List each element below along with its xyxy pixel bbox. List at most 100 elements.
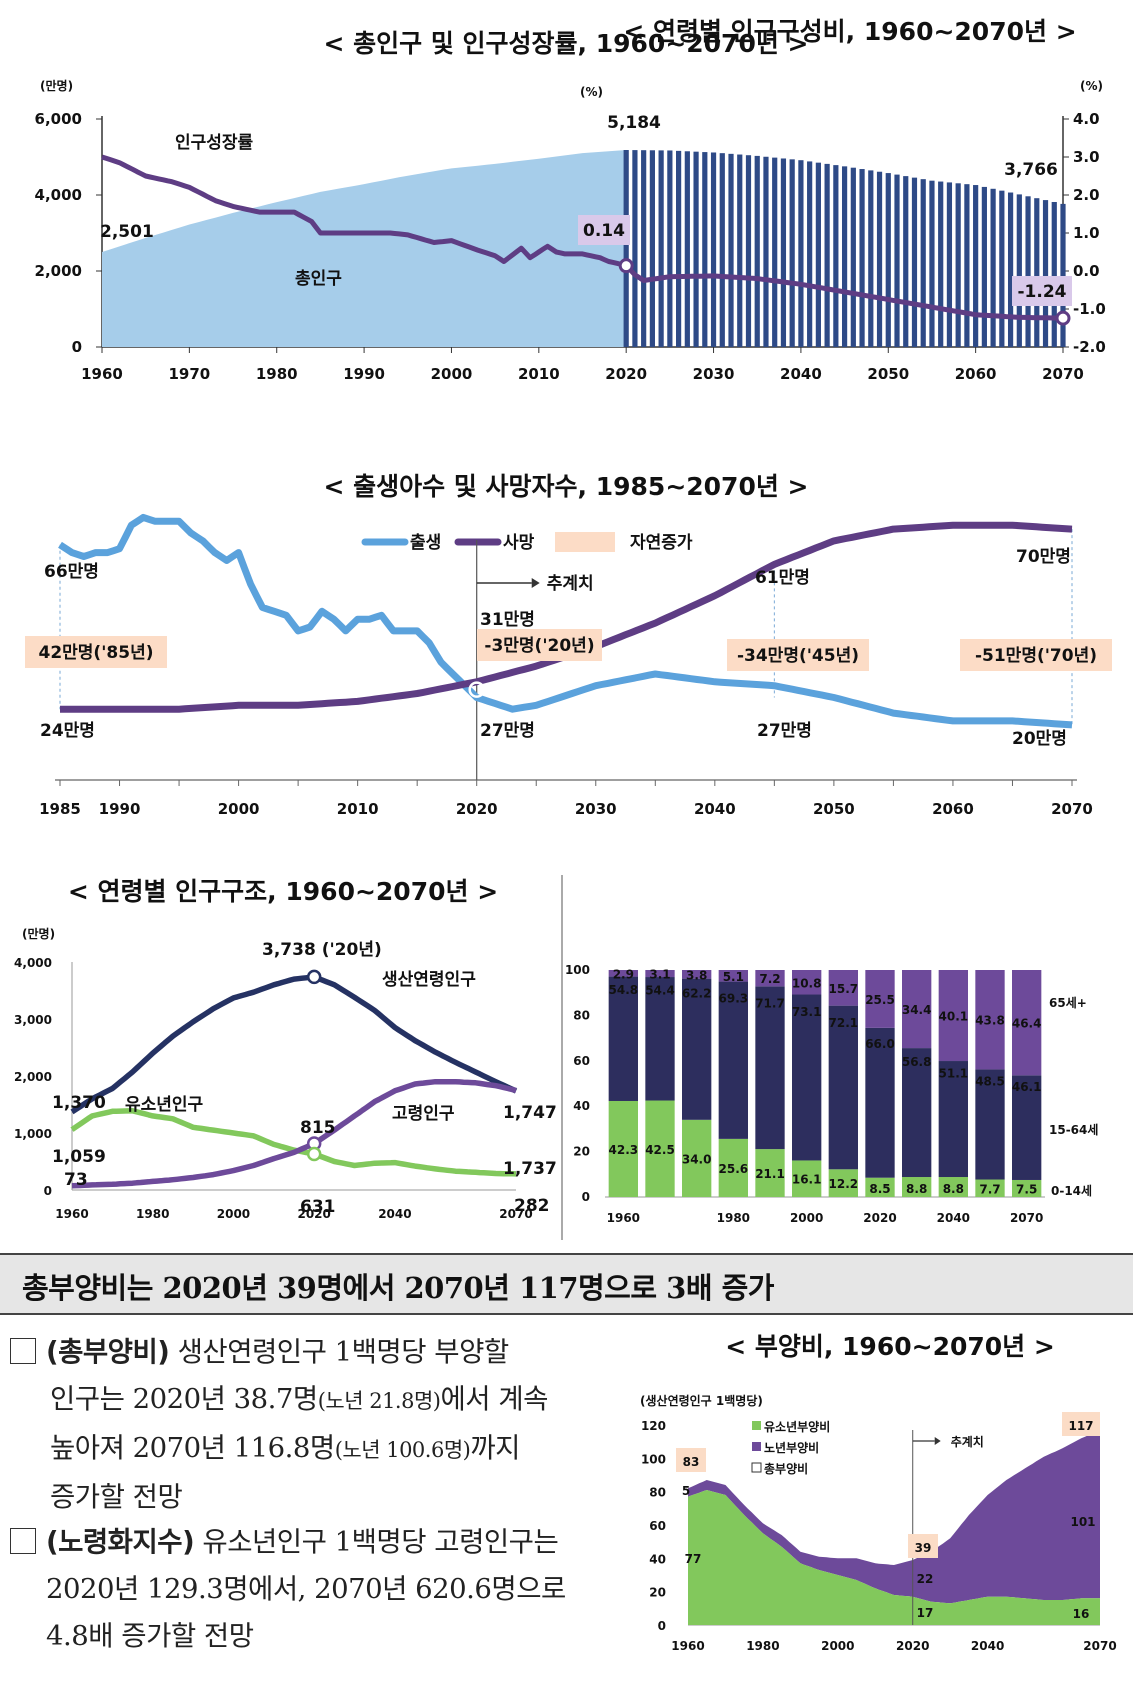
para1-line2-note: (노년 21.8명): [317, 1389, 441, 1413]
legend-old: 노년부양비: [764, 1440, 819, 1455]
population-bar-2070: [1060, 203, 1066, 347]
bar-seg-0-11: [1012, 1179, 1042, 1197]
label-o-2070: 1,747: [503, 1103, 557, 1123]
summary-banner: 총부양비는 2020년 39명에서 2070년 117명으로 3배 증가: [0, 1253, 1133, 1315]
label-total-1960: 83: [683, 1455, 700, 1469]
label-o-1960: 73: [64, 1170, 88, 1190]
population-bar-2067: [1034, 198, 1040, 347]
bar-seg-2-9: [938, 970, 968, 1062]
label-young-6: 12.2: [829, 1177, 859, 1191]
legend-65plus: 65세+: [1049, 995, 1087, 1010]
bar-seg-2-6: [828, 970, 858, 1006]
y-tick-label: 120: [641, 1419, 666, 1433]
bar-seg-1-4: [755, 986, 785, 1150]
right-tick-label: -1.0: [1073, 300, 1106, 318]
label-old-0: 2.9: [613, 967, 634, 981]
bar-seg-2-1: [645, 970, 675, 978]
x-tick-label: 2020: [896, 1639, 929, 1653]
x-tick-label: 2060: [955, 365, 997, 383]
x-tick-label: 2030: [575, 800, 617, 818]
bar-seg-0-5: [792, 1160, 822, 1197]
y-tick-label: 40: [573, 1099, 590, 1113]
label-birth-1985: 66만명: [44, 562, 99, 582]
natural-increase-box-3: [960, 639, 1112, 671]
left-tick-label: 0: [72, 338, 82, 356]
left-tick-label: 4,000: [35, 186, 82, 204]
label-s-1960: 1,370: [52, 1093, 106, 1113]
x-tick-label: 1980: [136, 1207, 169, 1221]
legend-natural: 자연증가: [630, 533, 693, 553]
checkbox-square: [10, 1528, 36, 1554]
x-tick-label: 2040: [971, 1639, 1004, 1653]
right-tick-label: -2.0: [1073, 338, 1106, 356]
x-tick-label: 2040: [378, 1207, 411, 1221]
bar-seg-0-2: [682, 1119, 712, 1197]
natural-increase-2: -34만명('45년): [737, 646, 859, 666]
bar-seg-2-3: [718, 970, 748, 982]
projection-arrow-head: [531, 578, 540, 588]
chart1-right-unit: (%): [1080, 79, 1103, 93]
x-tick-label: 1960: [81, 365, 123, 383]
label-old-11: 46.4: [1012, 1017, 1042, 1031]
label-birth-2070: 20만명: [1012, 729, 1067, 749]
label-old-5: 10.8: [792, 976, 822, 990]
label-working-4: 71.7: [755, 997, 785, 1011]
population-bar-2028: [693, 151, 699, 347]
label-old-4: 7.2: [759, 972, 780, 986]
label-o-2020: 815: [300, 1118, 336, 1138]
bar-seg-1-10: [975, 1069, 1005, 1180]
marker-young-2020: [306, 1146, 322, 1162]
label-working-1: 54.4: [645, 983, 675, 997]
chart1-left-unit: (만명): [40, 78, 73, 93]
series-label-pop: 총인구: [295, 269, 342, 289]
name-working: 생산연령인구: [382, 969, 476, 990]
paragraph-aging-index: (노령화지수) 유소년인구 1백명당 고령인구는 2020년 129.3명에서,…: [10, 1519, 650, 1660]
name-elderly: 고령인구: [392, 1103, 455, 1124]
label-end-pop: 3,766: [1004, 160, 1058, 180]
population-bar-2020: [623, 150, 629, 347]
para2-line1: 유소년인구 1백명당 고령인구는: [202, 1526, 559, 1558]
x-tick-label: 2010: [518, 365, 560, 383]
marker-peak: [306, 969, 322, 985]
x-tick-label: 2000: [431, 365, 473, 383]
label-birth-2020: 27만명: [480, 721, 535, 741]
y-tick-label: 4,000: [14, 956, 52, 970]
projection-label: 추계치: [951, 1434, 984, 1449]
label-working-5: 73.1: [792, 1005, 822, 1019]
bar-seg-1-5: [792, 994, 822, 1161]
paragraph-dependency: (총부양비) 생산연령인구 1백명당 부양할 인구는 2020년 38.7명(노…: [10, 1329, 640, 1521]
population-bar-2027: [684, 151, 690, 347]
population-bar-2050: [885, 173, 891, 347]
bar-seg-0-3: [718, 1138, 748, 1197]
label-old-2020: 22: [917, 1572, 934, 1586]
bar-seg-0-10: [975, 1179, 1005, 1197]
population-bar-2049: [876, 171, 883, 347]
population-bar-2046: [850, 167, 856, 347]
legend-total-swatch: [751, 1462, 762, 1473]
x-tick-label: 2040: [780, 365, 822, 383]
marker-2070: [1055, 310, 1071, 326]
para1-heading: (총부양비): [46, 1336, 170, 1368]
label-young-2070: 16: [1073, 1607, 1090, 1621]
bar-seg-2-10: [975, 970, 1005, 1070]
population-bar-2060: [973, 185, 979, 347]
series-line-0: [70, 974, 518, 1115]
label-working-0: 54.8: [609, 983, 639, 997]
x-tick-label: 2070: [1083, 1639, 1116, 1653]
x-tick-label: 1970: [168, 365, 210, 383]
label-y-1960: 1,059: [52, 1147, 106, 1167]
x-tick-label: 2020: [456, 800, 498, 818]
legend-young: 유소년부양비: [764, 1419, 830, 1434]
marker-2020: [618, 258, 634, 274]
population-bar-2056: [938, 181, 944, 347]
x-tick-label: 2010: [337, 800, 379, 818]
population-bar-2057: [946, 182, 953, 347]
population-bar-2048: [868, 170, 874, 347]
label-young-10: 7.7: [979, 1183, 1000, 1197]
population-bar-2066: [1025, 196, 1031, 347]
population-bar-2033: [737, 154, 743, 347]
bar-seg-0-7: [865, 1177, 895, 1197]
x-tick-label: 1985: [39, 800, 81, 818]
left-tick-label: 6,000: [35, 110, 82, 128]
x-tick-label: 2050: [813, 800, 855, 818]
